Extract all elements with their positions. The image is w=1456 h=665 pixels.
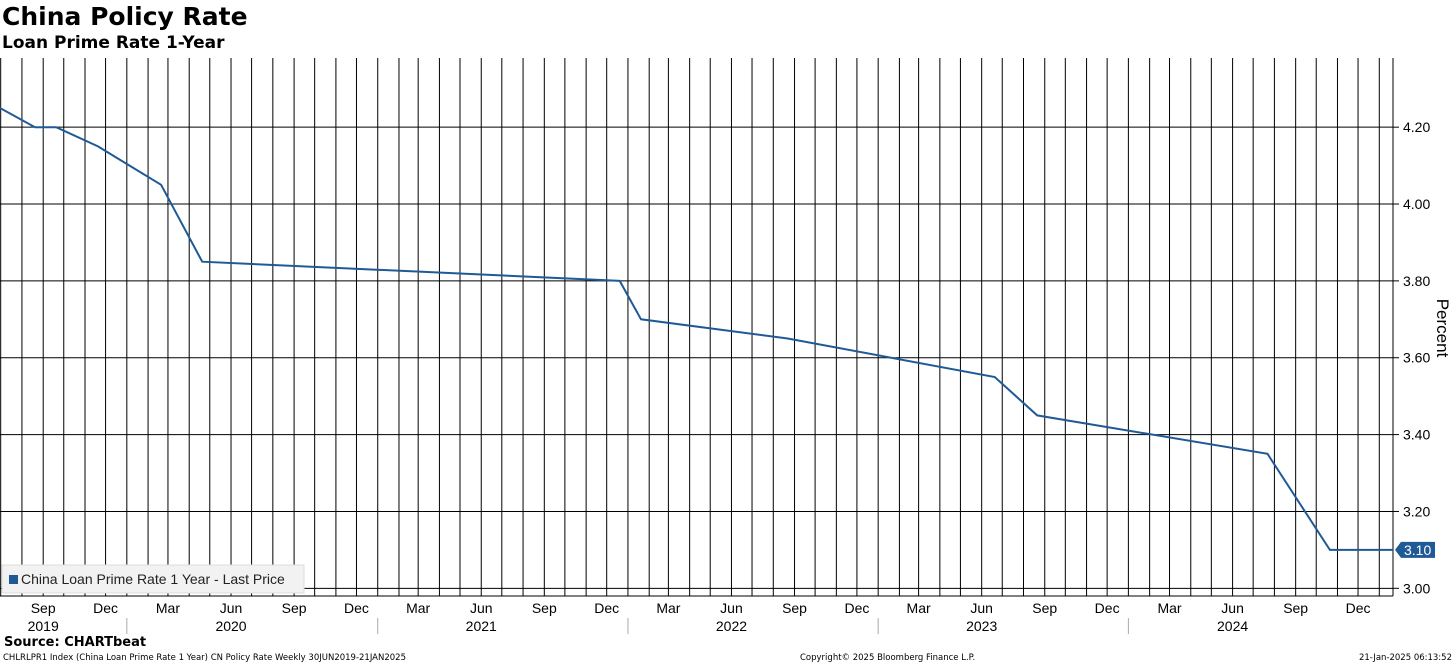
y-tick-label: 3.40 [1403,427,1430,443]
x-tick-label: Dec [344,600,369,616]
x-tick-label: Dec [1095,600,1120,616]
x-year-label: 2023 [966,618,997,634]
x-year-label: 2019 [28,618,59,634]
last-price-label: 3.10 [1404,542,1431,558]
x-tick-label: Jun [970,600,993,616]
y-tick-label: 3.60 [1403,350,1430,366]
legend-swatch [9,575,18,584]
x-tick-label: Sep [782,600,807,616]
x-year-label: 2020 [215,618,246,634]
y-tick-label: 3.00 [1403,580,1430,596]
x-tick-label: Mar [1157,600,1181,616]
x-tick-label: Mar [406,600,430,616]
y-tick-label: 4.00 [1403,196,1430,212]
x-tick-label: Jun [470,600,493,616]
timestamp: 21-Jan-2025 06:13:52 [1358,653,1452,663]
x-tick-label: Jun [220,600,243,616]
x-tick-label: Sep [1283,600,1308,616]
x-year-label: 2022 [716,618,747,634]
x-tick-label: Sep [282,600,307,616]
x-tick-label: Mar [156,600,180,616]
series-line [0,107,1393,551]
x-tick-label: Sep [532,600,557,616]
y-axis-label: Percent [1433,299,1452,358]
source-note: Source: CHARTbeat [4,635,147,650]
x-tick-label: Dec [844,600,869,616]
x-tick-label: Mar [907,600,931,616]
chart-title: China Policy Rate [2,2,248,31]
chart-subtitle: Loan Prime Rate 1-Year [2,33,225,53]
x-tick-label: Dec [93,600,118,616]
last-price-flag [1395,541,1435,558]
x-tick-label: Sep [31,600,56,616]
x-tick-label: Jun [1221,600,1244,616]
legend-label: China Loan Prime Rate 1 Year - Last Pric… [21,571,285,587]
x-year-label: 2024 [1217,618,1248,634]
y-tick-label: 3.80 [1403,273,1430,289]
x-tick-label: Jun [720,600,743,616]
legend-box [1,564,305,594]
x-tick-label: Sep [1032,600,1057,616]
x-tick-label: Dec [594,600,619,616]
x-tick-label: Dec [1346,600,1371,616]
copyright-note: Copyright© 2025 Bloomberg Finance L.P. [800,653,976,663]
y-tick-label: 3.20 [1403,503,1430,519]
x-tick-label: Mar [656,600,680,616]
y-tick-label: 4.20 [1403,119,1430,135]
x-year-label: 2021 [466,618,497,634]
ticker-description: CHLRLPR1 Index (China Loan Prime Rate 1 … [3,653,406,663]
